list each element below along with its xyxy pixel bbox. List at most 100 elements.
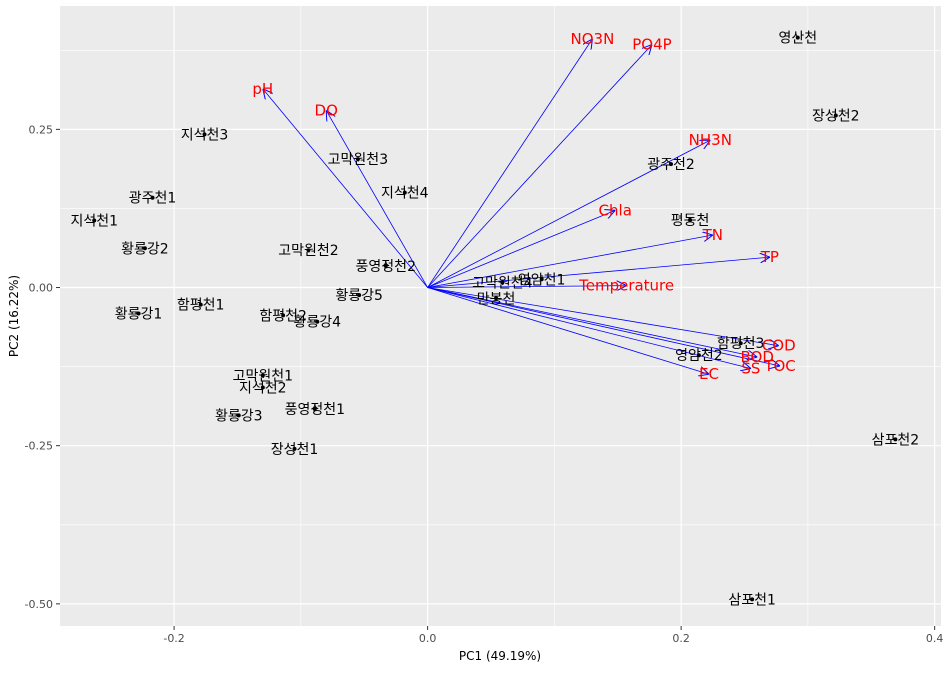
sample-label: 삼포천2 bbox=[872, 432, 920, 448]
sample-point bbox=[357, 293, 362, 298]
sample-label: 함평천1 bbox=[177, 298, 225, 314]
loading-arrow bbox=[427, 286, 627, 288]
sample-point bbox=[292, 446, 297, 451]
loading-arrow bbox=[427, 39, 593, 288]
loading-arrow bbox=[427, 287, 758, 358]
loading-arrow bbox=[427, 235, 713, 288]
y-tick-label: 0.25 bbox=[29, 123, 54, 136]
sample-label: 광주천2 bbox=[647, 157, 695, 173]
loading-arrow bbox=[427, 45, 652, 288]
x-axis-title: PC1 (49.19%) bbox=[459, 649, 541, 663]
sample-point bbox=[494, 296, 499, 301]
sample-label: 장성천1 bbox=[271, 442, 319, 458]
variable-label: NO3N bbox=[571, 30, 615, 48]
variable-label: TP bbox=[760, 248, 779, 266]
sample-point bbox=[539, 277, 544, 282]
sample-label: 황룡강4 bbox=[294, 315, 342, 331]
sample-point bbox=[402, 190, 407, 195]
sample-point bbox=[150, 195, 155, 200]
sample-label: 고막원천4 bbox=[472, 275, 533, 291]
sample-point bbox=[315, 319, 320, 324]
axis-ticks: -0.2 0.0 0.2 0.4 -0.50 -0.25 0.00 0.25 bbox=[25, 123, 944, 645]
sample-label: 황룡강3 bbox=[215, 408, 263, 424]
sample-point bbox=[500, 280, 505, 285]
sample-label: 함평천2 bbox=[259, 308, 307, 324]
sample-point bbox=[142, 246, 147, 251]
loading-arrow bbox=[427, 287, 779, 346]
y-tick-label: 0.00 bbox=[29, 282, 54, 295]
loading-arrow bbox=[263, 89, 428, 288]
loading-arrow bbox=[427, 140, 711, 288]
sample-label: 풍영정천2 bbox=[356, 259, 416, 275]
sample-points bbox=[92, 35, 898, 602]
sample-label: 지석천4 bbox=[381, 186, 429, 202]
sample-label: 영암천1 bbox=[518, 272, 566, 288]
sample-label: 장성천2 bbox=[812, 108, 860, 124]
sample-label: 황룡강2 bbox=[121, 241, 169, 257]
sample-point bbox=[281, 313, 286, 318]
loading-arrow bbox=[427, 287, 780, 366]
loading-arrow bbox=[427, 257, 770, 288]
sample-label: 영암천2 bbox=[675, 348, 723, 364]
sample-label: 풍영정천1 bbox=[285, 402, 345, 418]
loading-arrows bbox=[263, 39, 780, 374]
loading-arrow bbox=[326, 110, 428, 288]
sample-point bbox=[795, 35, 800, 40]
variable-label: TN bbox=[702, 226, 723, 244]
sample-point bbox=[738, 341, 743, 346]
sample-point bbox=[198, 302, 203, 307]
sample-label: 지석천1 bbox=[70, 213, 118, 229]
sample-point bbox=[92, 218, 97, 223]
variable-label: COD bbox=[762, 337, 796, 355]
y-tick-label: -0.50 bbox=[25, 598, 53, 611]
sample-point bbox=[893, 437, 898, 442]
x-tick-label: 0.2 bbox=[672, 632, 690, 645]
loading-arrow bbox=[427, 287, 709, 375]
variable-label: NH3N bbox=[689, 131, 732, 149]
sample-label: 지석천2 bbox=[239, 380, 287, 396]
sample-point bbox=[750, 597, 755, 602]
sample-label: 황룡강5 bbox=[335, 288, 383, 304]
variable-label: TOC bbox=[763, 357, 795, 375]
variable-label: pH bbox=[252, 80, 273, 98]
sample-point bbox=[696, 353, 701, 358]
variable-label: PO4P bbox=[632, 36, 671, 54]
sample-label: 고막원천1 bbox=[233, 368, 293, 384]
x-tick-label: 0.0 bbox=[419, 632, 437, 645]
variable-label: DO bbox=[315, 101, 338, 119]
loading-arrow bbox=[427, 210, 616, 288]
sample-label: 황룡강1 bbox=[115, 306, 163, 322]
y-axis-title: PC2 (16.22%) bbox=[7, 275, 21, 357]
variable-label: EC bbox=[699, 365, 719, 383]
sample-label: 평동천 bbox=[671, 213, 710, 229]
sample-label: 영산천 bbox=[778, 31, 817, 47]
sample-label: 광주천1 bbox=[129, 191, 177, 207]
sample-label: 고막원천2 bbox=[278, 243, 338, 259]
sample-label: 고막원천3 bbox=[328, 152, 388, 168]
plot-panel bbox=[60, 6, 941, 626]
sample-point bbox=[260, 385, 265, 390]
sample-point bbox=[355, 157, 360, 162]
sample-point bbox=[306, 248, 311, 253]
sample-label: 함평천3 bbox=[717, 336, 765, 352]
sample-point bbox=[383, 264, 388, 269]
sample-point bbox=[688, 217, 693, 222]
sample-point bbox=[236, 413, 241, 418]
sample-point bbox=[202, 132, 207, 137]
sample-label: 지석천3 bbox=[181, 127, 229, 143]
x-tick-label: 0.4 bbox=[926, 632, 944, 645]
x-tick-label: -0.2 bbox=[163, 632, 184, 645]
variable-label: SS bbox=[741, 360, 760, 378]
sample-point bbox=[260, 373, 265, 378]
sample-point bbox=[668, 162, 673, 167]
sample-point bbox=[833, 113, 838, 118]
sample-point bbox=[312, 407, 317, 411]
variable-label: Temperature bbox=[578, 277, 674, 295]
sample-point bbox=[136, 311, 141, 316]
y-tick-label: -0.25 bbox=[25, 440, 53, 453]
variable-label: BOD bbox=[740, 348, 773, 366]
variable-labels: NO3N PO4P pH DO NH3N Chla TN TP Temperature CODSS… bbox=[252, 30, 795, 383]
